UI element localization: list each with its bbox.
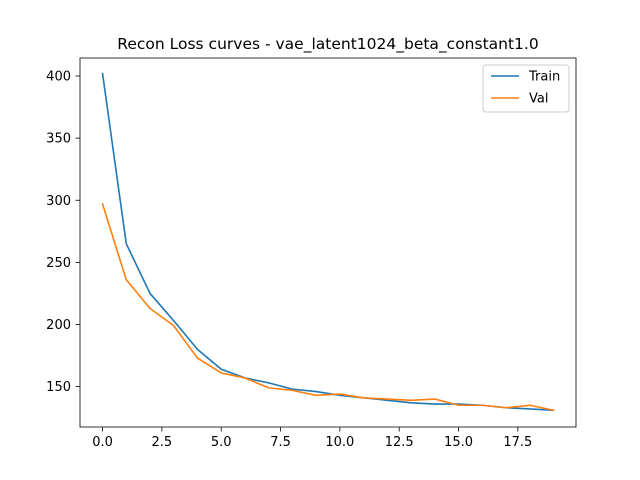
- legend-label: Val: [529, 92, 548, 107]
- x-axis-ticks: 0.0 2.5 5.0 7.5 10.0 12.5 15.0 17.5: [92, 427, 532, 450]
- y-tick-label: 300: [46, 194, 71, 209]
- x-tick-label: 5.0: [211, 435, 232, 450]
- x-tick-label: 2.5: [152, 435, 173, 450]
- legend: Train Val: [482, 64, 570, 113]
- series-line-train: [101, 72, 555, 412]
- x-tick-label: 0.0: [92, 435, 113, 450]
- y-tick-label: 400: [46, 70, 71, 85]
- x-tick-label: 10.0: [325, 435, 354, 450]
- y-tick-label: 350: [46, 132, 71, 147]
- x-tick-label: 12.5: [385, 435, 414, 450]
- chart-title: Recon Loss curves - vae_latent1024_beta_…: [117, 35, 538, 54]
- y-tick-label: 200: [46, 318, 71, 333]
- legend-label: Train: [528, 70, 560, 85]
- series-lines: [101, 72, 555, 412]
- x-tick-label: 17.5: [503, 435, 532, 450]
- x-tick-label: 7.5: [270, 435, 291, 450]
- plot-area-frame: [79, 57, 577, 428]
- y-tick-label: 250: [46, 256, 71, 271]
- y-tick-label: 150: [46, 380, 71, 395]
- series-line-val: [101, 202, 555, 412]
- x-tick-label: 15.0: [444, 435, 473, 450]
- y-axis-ticks: 150 200 250 300 350 400: [46, 70, 80, 395]
